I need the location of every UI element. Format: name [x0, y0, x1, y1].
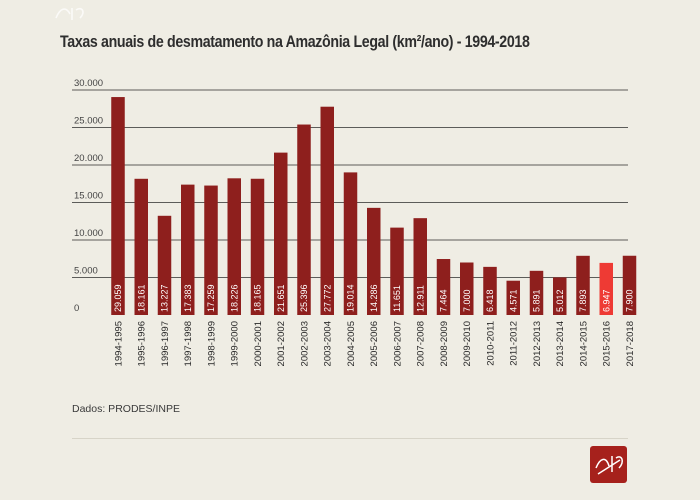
y-tick-label: 20.000	[74, 153, 103, 164]
x-tick-label: 2011-2012	[509, 321, 520, 366]
bar	[227, 178, 241, 315]
data-label: 11.651	[392, 285, 402, 312]
x-tick-label: 2005-2006	[369, 321, 380, 366]
data-label: 5.891	[532, 289, 542, 312]
data-label: 17.383	[183, 284, 193, 312]
bar	[483, 266, 497, 315]
data-label: 13.227	[160, 284, 170, 312]
bars	[111, 97, 637, 316]
bar	[622, 255, 637, 315]
data-label: 21.651	[276, 284, 286, 312]
x-tick-label: 2009-2010	[462, 321, 473, 366]
x-tick-label: 1999-2000	[230, 321, 241, 366]
data-label: 18.226	[229, 284, 239, 312]
data-label: 6.418	[485, 289, 495, 312]
bar	[111, 97, 125, 316]
data-label: 18.161	[136, 284, 146, 312]
x-tick-label: 1997-1998	[183, 321, 194, 366]
y-tick-label: 25.000	[74, 116, 103, 127]
bar	[250, 178, 265, 315]
data-label: 25.396	[299, 284, 309, 312]
data-label: 29.059	[113, 284, 123, 312]
x-tick-label: 2001-2002	[276, 321, 287, 366]
data-label: 7.900	[625, 289, 635, 312]
x-tick-label: 2000-2001	[253, 321, 264, 366]
data-label: 27.772	[322, 284, 332, 312]
x-axis-ticks: 1994-1995 1995-1996 1996-1997 1997-1998 1998…	[113, 321, 636, 366]
x-tick-label: 2003-2004	[323, 321, 334, 366]
x-tick-label: 2006-2007	[392, 321, 403, 366]
data-label: 12.911	[415, 285, 425, 312]
x-tick-label: 2010-2011	[485, 321, 496, 366]
y-tick-label: 0	[74, 303, 79, 314]
x-tick-label: 1996-1997	[160, 321, 171, 366]
data-label: 14.286	[369, 284, 379, 312]
footer-divider	[72, 438, 628, 439]
bar	[390, 227, 404, 315]
y-tick-label: 10.000	[74, 228, 103, 239]
x-tick-label: 1994-1995	[113, 321, 124, 366]
bar	[436, 259, 451, 315]
bar	[599, 262, 613, 315]
chart-title: Taxas anuais de desmatamento na Amazônia…	[60, 33, 530, 51]
data-label: 17.259	[206, 284, 216, 312]
logo-watermark-icon	[52, 2, 92, 24]
data-label: 7.893	[578, 289, 588, 312]
x-tick-label: 2015-2016	[602, 321, 613, 366]
bar	[367, 207, 381, 315]
y-tick-label: 15.000	[74, 191, 103, 202]
data-label: 7.000	[462, 289, 472, 312]
data-label: 7.464	[439, 289, 449, 312]
data-label: 6.947	[601, 289, 611, 312]
bar	[343, 172, 358, 315]
bar	[413, 218, 427, 315]
x-tick-label: 2012-2013	[532, 321, 543, 366]
x-tick-label: 2008-2009	[439, 321, 450, 366]
bar	[576, 255, 590, 315]
bar	[506, 280, 520, 315]
y-tick-label: 30.000	[74, 78, 103, 89]
x-tick-label: 2013-2014	[555, 321, 566, 366]
data-label: 18.165	[253, 284, 263, 312]
bar	[274, 152, 288, 315]
x-tick-label: 2007-2008	[416, 321, 427, 366]
bar	[529, 270, 544, 315]
bar	[204, 185, 218, 315]
y-axis-ticks: 0 5.000 10.000 15.000 20.000 25.000 30.000	[74, 78, 103, 314]
bar	[320, 106, 334, 316]
bar	[181, 184, 195, 315]
x-tick-label: 1995-1996	[137, 321, 148, 366]
x-tick-label: 2014-2015	[578, 321, 589, 366]
x-tick-label: 2017-2018	[625, 321, 636, 366]
bar	[134, 178, 148, 315]
x-tick-label: 2002-2003	[299, 321, 310, 366]
x-tick-label: 1998-1999	[206, 321, 217, 366]
bar	[460, 262, 474, 315]
source-note: Dados: PRODES/INPE	[72, 403, 180, 415]
data-label: 19.014	[346, 284, 356, 312]
logo-badge-icon	[590, 446, 627, 483]
y-tick-label: 5.000	[74, 266, 98, 277]
data-label: 4.571	[508, 289, 518, 312]
bar	[297, 124, 311, 315]
data-label: 5.012	[555, 289, 565, 312]
data-labels: 29.059 18.161 13.227 17.383 17.259 18.226 18.1…	[113, 284, 635, 312]
x-tick-label: 2004-2005	[346, 321, 357, 366]
bar	[157, 215, 172, 315]
bar	[553, 277, 567, 315]
